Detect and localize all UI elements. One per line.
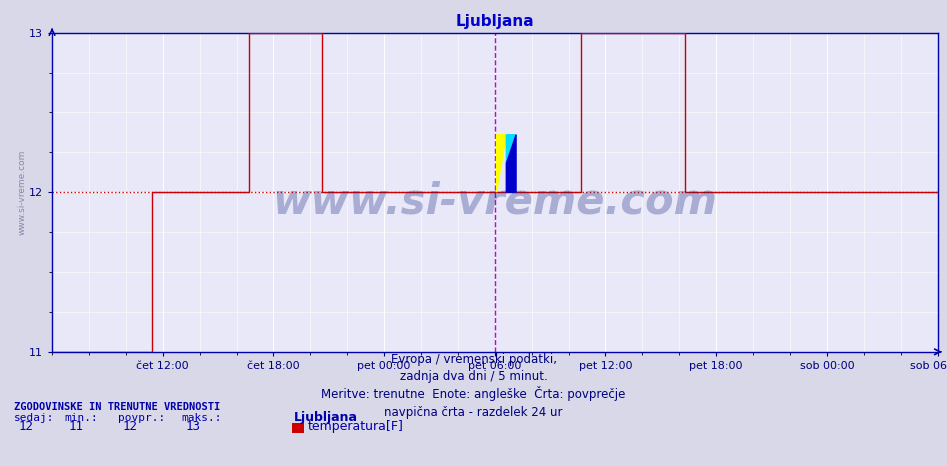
Text: 13: 13 [186, 420, 201, 433]
Text: www.si-vreme.com: www.si-vreme.com [273, 181, 717, 223]
Text: Evropa / vremenski podatki,: Evropa / vremenski podatki, [390, 353, 557, 365]
Polygon shape [507, 135, 516, 192]
Text: zadnja dva dni / 5 minut.: zadnja dva dni / 5 minut. [400, 370, 547, 383]
Text: temperatura[F]: temperatura[F] [308, 420, 403, 433]
Title: Ljubljana: Ljubljana [456, 14, 534, 29]
Text: Ljubljana: Ljubljana [294, 411, 358, 424]
Text: navpična črta - razdelek 24 ur: navpična črta - razdelek 24 ur [384, 406, 563, 418]
Y-axis label: www.si-vreme.com: www.si-vreme.com [17, 150, 27, 235]
Text: 11: 11 [68, 420, 83, 433]
Text: Meritve: trenutne  Enote: angleške  Črta: povprečje: Meritve: trenutne Enote: angleške Črta: … [321, 386, 626, 401]
Text: min.:: min.: [64, 413, 98, 423]
Text: povpr.:: povpr.: [118, 413, 166, 423]
Polygon shape [496, 135, 507, 192]
Text: 12: 12 [18, 420, 33, 433]
Text: ZGODOVINSKE IN TRENUTNE VREDNOSTI: ZGODOVINSKE IN TRENUTNE VREDNOSTI [14, 402, 221, 412]
Text: 12: 12 [122, 420, 137, 433]
Text: sedaj:: sedaj: [14, 413, 55, 423]
Text: maks.:: maks.: [182, 413, 223, 423]
Polygon shape [507, 135, 516, 164]
